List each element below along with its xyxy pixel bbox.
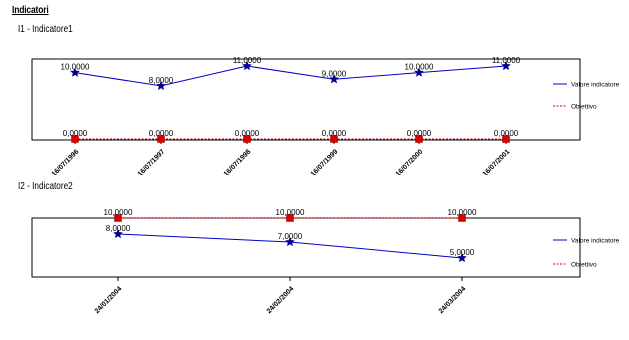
plot-area <box>31 217 581 278</box>
data-label: 10,0000 <box>276 208 305 217</box>
data-point <box>413 67 425 77</box>
data-label: 11,0000 <box>492 56 521 65</box>
x-tick-label: 16/07/2000 <box>395 148 425 175</box>
data-label: 0,0000 <box>149 129 174 138</box>
data-point <box>415 135 423 143</box>
legend-label: Valore indicatore <box>571 238 620 245</box>
data-label: 0,0000 <box>63 129 88 138</box>
data-point <box>284 236 296 247</box>
chart-title: I1 - Indicatore1 <box>18 24 73 35</box>
data-label: 0,0000 <box>494 129 519 138</box>
data-point <box>458 214 466 222</box>
data-label: 8,0000 <box>106 224 131 233</box>
data-label: 10,0000 <box>405 63 434 72</box>
data-label: 5,0000 <box>450 248 475 257</box>
data-point <box>114 214 122 222</box>
data-point <box>243 135 251 143</box>
chart-title: I2 - Indicatore2 <box>18 181 73 192</box>
chart-indicatore2: 24/01/2004 24/02/2004 24/03/2004 10,0000 10,… <box>31 208 620 315</box>
data-point <box>112 228 124 239</box>
data-label: 0,0000 <box>322 129 347 138</box>
data-point <box>71 135 79 143</box>
data-point <box>330 135 338 143</box>
legend-label: Valore indicatore <box>571 82 620 89</box>
x-tick-label: 24/02/2004 <box>266 285 296 315</box>
data-label: 11,0000 <box>233 56 262 65</box>
data-label: 10,0000 <box>448 208 477 217</box>
x-tick-label: 16/07/1997 <box>137 148 167 175</box>
data-point <box>500 60 512 71</box>
data-label: 10,0000 <box>61 63 90 72</box>
data-point <box>69 67 81 77</box>
data-label: 8,0000 <box>149 76 174 85</box>
data-label: 0,0000 <box>407 129 432 138</box>
page-title: Indicatori <box>12 5 49 16</box>
x-tick-label: 16/07/2001 <box>482 148 512 175</box>
data-label: 10,0000 <box>104 208 133 217</box>
data-label: 7,0000 <box>278 232 303 241</box>
x-tick-label: 16/07/1999 <box>310 148 340 175</box>
plot-area <box>31 58 581 141</box>
data-label: 9,0000 <box>322 69 347 78</box>
chart-indicatore1: 16/07/1996 16/07/1997 16/07/1998 16/07/1999… <box>31 56 620 175</box>
data-point <box>328 73 340 84</box>
data-point <box>155 80 167 91</box>
data-point <box>502 135 510 143</box>
data-label: 0,0000 <box>235 129 260 138</box>
data-point <box>157 135 165 143</box>
data-point <box>456 252 468 263</box>
x-tick-label: 16/07/1998 <box>223 148 253 175</box>
x-tick-label: 16/07/1996 <box>51 148 81 175</box>
x-tick-label: 24/03/2004 <box>438 285 468 315</box>
x-tick-label: 24/01/2004 <box>94 285 124 315</box>
series-line <box>74 65 507 87</box>
data-point <box>286 214 294 222</box>
legend-label: Obiettivo <box>571 104 597 111</box>
legend-label: Obiettivo <box>571 262 597 269</box>
data-point <box>241 60 253 71</box>
